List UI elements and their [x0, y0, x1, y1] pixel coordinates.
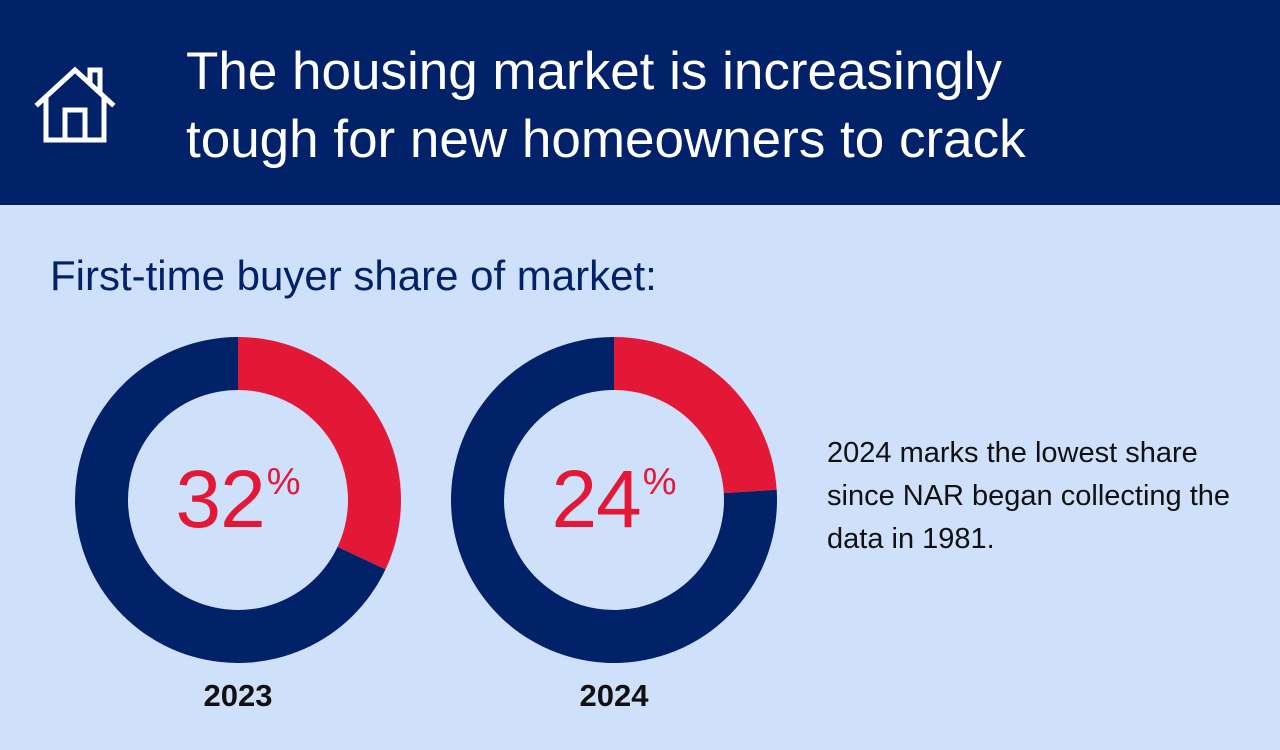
- footnote-text: 2024 marks the lowest share since NAR be…: [827, 437, 1231, 555]
- donut-center-label-2023: 32%: [75, 337, 401, 663]
- header-banner: The housing market is increasingly tough…: [0, 0, 1280, 205]
- year-label-2023: 2023: [203, 678, 273, 713]
- donut-svg-2024: [451, 337, 777, 663]
- donut-svg-2023: [75, 337, 401, 663]
- donut-chart-2024: 24%: [451, 337, 777, 663]
- headline-line-1: The housing market is increasingly: [186, 42, 1002, 101]
- donut-center-label-2024: 24%: [451, 337, 777, 663]
- chart-subtitle: First-time buyer share of market:: [50, 252, 657, 299]
- house-icon: [34, 66, 116, 143]
- share-slice-2024: [614, 337, 777, 494]
- year-label-2024: 2024: [579, 678, 649, 713]
- remainder-slice-2023: [75, 337, 386, 663]
- percent-value-2024: 24: [551, 454, 641, 545]
- headline-line-2: tough for new homeowners to crack: [186, 110, 1026, 169]
- remainder-slice-2024: [451, 337, 777, 663]
- percent-symbol-2024: %: [642, 461, 677, 503]
- percent-symbol-2023: %: [266, 461, 301, 503]
- headline: The housing market is increasingly tough…: [186, 38, 1246, 174]
- share-slice-2023: [238, 337, 401, 570]
- percent-value-2023: 32: [175, 454, 265, 545]
- donut-chart-2023: 32%: [75, 337, 401, 663]
